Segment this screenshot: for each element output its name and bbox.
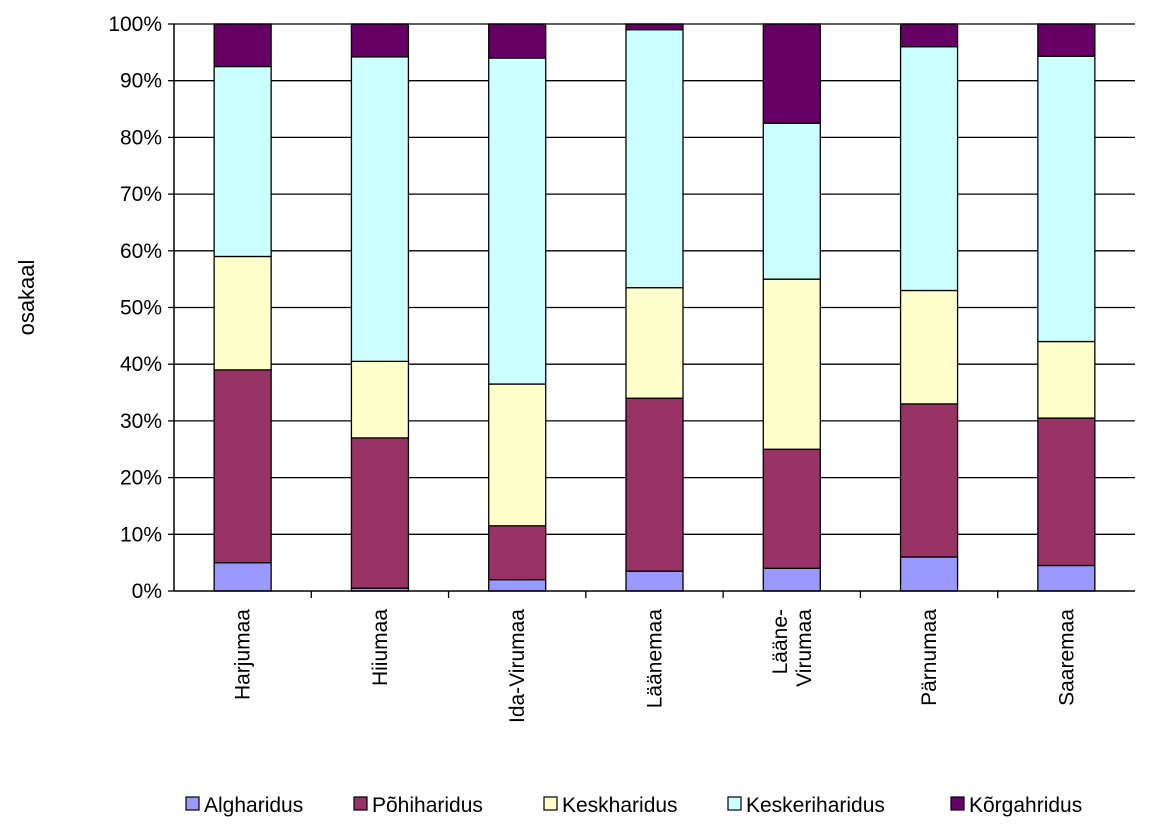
bar-segment [350,360,410,439]
bar-segment [762,122,821,280]
x-tick-label-line: Pärnumaa [918,609,941,706]
legend-item: Algharidus [185,794,303,817]
x-tick-label-line: Hiiumaa [369,609,392,686]
bar-segment [213,562,272,592]
bar-segment [213,65,272,258]
legend-swatch [950,796,965,811]
bar-segment [1037,564,1096,592]
y-tick-label: 100% [108,13,162,36]
y-tick-label: 60% [120,240,162,263]
y-tick-label: 0% [132,580,162,603]
bar-segment [488,23,547,59]
legend-label: Keskeriharidus [746,794,885,817]
bars [213,23,1096,592]
bar-segment [350,437,410,589]
bar-segment [1037,340,1096,419]
x-tick-label-line: Lääne- [769,609,792,674]
bar-segment [625,397,684,572]
x-tick-labels: Harjumaa Hiiumaa Ida-Virumaa Läänemaa Lääne-… [232,609,1079,723]
y-tick-label: 90% [120,70,162,93]
bar-segment [213,369,272,564]
bar-segment [625,23,684,31]
y-tick-label: 30% [120,410,162,433]
legend-swatch [185,796,200,811]
y-tick-label: 40% [120,353,162,376]
legend-label: Keskharidus [562,794,678,817]
x-tick-label: Lääne- Virumaa [769,609,816,687]
bar-segment [350,23,410,58]
legend-swatch [353,796,368,811]
bar-segment [1037,55,1096,343]
legend-swatch [543,796,558,811]
bar-segment [762,278,821,450]
legend-item: Keskeriharidus [727,794,885,817]
bar-segment [350,56,410,363]
x-tick-label: Pärnumaa [918,609,941,706]
y-tick-label: 20% [120,467,162,490]
legend-label: Algharidus [204,794,303,817]
bar-segment [1037,417,1096,567]
y-tick-label: 80% [120,126,162,149]
y-tick-label: 50% [120,297,162,320]
bar-segment [488,579,547,592]
bar-segment [213,23,272,68]
x-tick-label: Läänemaa [644,609,667,709]
y-tick-label: 10% [120,523,162,546]
bar-segment [762,567,821,592]
bar-segment [625,570,684,592]
bar-segment [488,525,547,581]
x-tick-label-line: Ida-Virumaa [506,609,529,723]
x-tick-label-line: Virumaa [793,609,816,687]
y-axis-label: osakaal [14,260,39,336]
legend-item: Põhiharidus [353,794,483,817]
y-tick-label: 70% [120,183,162,206]
bar-segment [899,289,959,405]
x-tick-label: Hiiumaa [369,609,392,686]
bar-segment [625,287,684,399]
legend-label: Põhiharidus [372,794,483,817]
legend-item: Keskharidus [543,794,678,817]
legend-swatch [727,796,742,811]
bar-segment [625,29,684,289]
bar-segment [899,556,959,592]
bar-segment [1037,23,1096,57]
legend-item: Kõrgahridus [950,794,1082,817]
legend-label: Kõrgahridus [969,794,1082,817]
x-tick-label: Ida-Virumaa [506,609,529,723]
x-tick-label: Harjumaa [232,609,255,700]
x-tick-label-line: Saaremaa [1055,609,1078,706]
x-tick-label-line: Läänemaa [644,609,667,709]
legend: Algharidus Põhiharidus Keskharidus Keskerih… [185,794,1082,817]
y-tick-labels: 0% 10% 20% 30% 40% 50% 60% 70% 80% 90% 100% [108,13,162,603]
bar-segment [488,383,547,527]
axes [168,23,1135,598]
bar-segment [488,57,547,385]
bar-segment [213,255,272,371]
bar-segment [762,23,821,124]
x-tick-label: Saaremaa [1055,609,1078,706]
bar-segment [762,448,821,569]
bar-segment [899,46,959,292]
bar-segment [899,403,959,558]
x-tick-label-line: Harjumaa [232,609,255,700]
bar-segment [899,23,959,48]
